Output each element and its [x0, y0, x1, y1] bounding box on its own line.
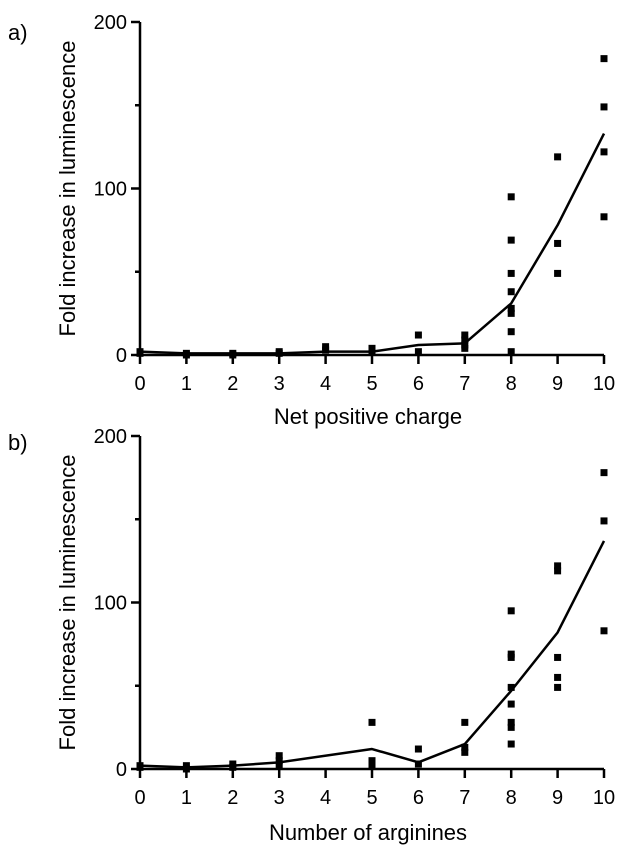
y-tick-label: 0: [116, 345, 127, 367]
data-point: [554, 153, 562, 161]
data-point: [507, 304, 515, 312]
data-point: [368, 762, 376, 770]
data-point: [182, 351, 190, 359]
data-point: [507, 683, 515, 691]
x-tick-label: 9: [552, 787, 563, 809]
data-point: [600, 148, 608, 156]
data-point: [507, 348, 515, 356]
x-tick-label: 6: [413, 373, 424, 395]
data-point: [600, 517, 608, 525]
data-point: [507, 193, 515, 201]
x-tick-label: 6: [413, 787, 424, 809]
data-point: [275, 348, 283, 356]
data-point: [507, 723, 515, 731]
data-point: [414, 745, 422, 753]
y-axis-title: Fold increase in luminescence: [55, 41, 80, 337]
x-tick-label: 0: [134, 373, 145, 395]
data-point: [600, 103, 608, 111]
data-point: [461, 331, 469, 339]
data-point: [275, 752, 283, 760]
data-point: [554, 567, 562, 575]
data-point: [507, 269, 515, 277]
y-tick-label: 0: [116, 759, 127, 781]
mean-line: [139, 132, 606, 355]
mean-line: [139, 540, 606, 769]
data-point: [554, 239, 562, 247]
data-point: [461, 748, 469, 756]
data-point: [554, 653, 562, 661]
data-point: [507, 718, 515, 726]
data-point: [461, 341, 469, 349]
data-point: [507, 653, 515, 661]
x-axis-title: Number of arginines: [269, 820, 467, 845]
x-tick-label: 1: [181, 787, 192, 809]
data-point: [275, 762, 283, 770]
y-tick-label: 200: [94, 426, 127, 448]
x-tick-label: 0: [134, 787, 145, 809]
panel-label: a): [8, 20, 28, 45]
x-axis-title: Net positive charge: [274, 404, 462, 429]
y-tick-label: 100: [94, 179, 127, 201]
data-point: [600, 213, 608, 221]
x-tick-label: 5: [366, 373, 377, 395]
data-point: [414, 348, 422, 356]
data-point: [600, 55, 608, 63]
y-axis-title: Fold increase in luminescence: [55, 455, 80, 751]
data-point: [507, 607, 515, 615]
x-tick-label: 4: [320, 373, 331, 395]
data-point: [600, 627, 608, 635]
x-tick-label: 3: [274, 373, 285, 395]
data-point: [554, 269, 562, 277]
x-tick-label: 5: [366, 787, 377, 809]
x-tick-label: 10: [593, 373, 615, 395]
y-tick-label: 100: [94, 593, 127, 615]
data-point: [414, 760, 422, 768]
data-point: [461, 336, 469, 344]
data-point: [507, 700, 515, 708]
panel-label: b): [8, 430, 28, 455]
data-point: [554, 562, 562, 570]
data-point: [182, 765, 190, 773]
data-point: [554, 673, 562, 681]
data-point: [461, 718, 469, 726]
x-tick-label: 8: [506, 787, 517, 809]
x-tick-label: 7: [459, 373, 470, 395]
data-point: [368, 757, 376, 765]
data-point: [507, 740, 515, 748]
data-point: [507, 309, 515, 317]
data-point: [554, 683, 562, 691]
x-tick-label: 9: [552, 373, 563, 395]
y-tick-label: 200: [94, 12, 127, 34]
x-tick-label: 10: [593, 787, 615, 809]
x-tick-label: 7: [459, 787, 470, 809]
data-point: [507, 236, 515, 244]
x-tick-label: 2: [227, 787, 238, 809]
x-tick-label: 4: [320, 787, 331, 809]
data-point: [229, 763, 237, 771]
x-tick-label: 8: [506, 373, 517, 395]
data-point: [507, 288, 515, 296]
data-point: [507, 328, 515, 336]
data-point: [229, 351, 237, 359]
x-tick-label: 2: [227, 373, 238, 395]
x-tick-label: 1: [181, 373, 192, 395]
data-point: [368, 344, 376, 352]
data-point: [600, 469, 608, 477]
data-point: [136, 762, 144, 770]
data-point: [275, 757, 283, 765]
data-point: [368, 718, 376, 726]
data-point: [136, 348, 144, 356]
data-point: [461, 743, 469, 751]
data-point: [414, 331, 422, 339]
data-point: [322, 343, 330, 351]
x-tick-label: 3: [274, 787, 285, 809]
